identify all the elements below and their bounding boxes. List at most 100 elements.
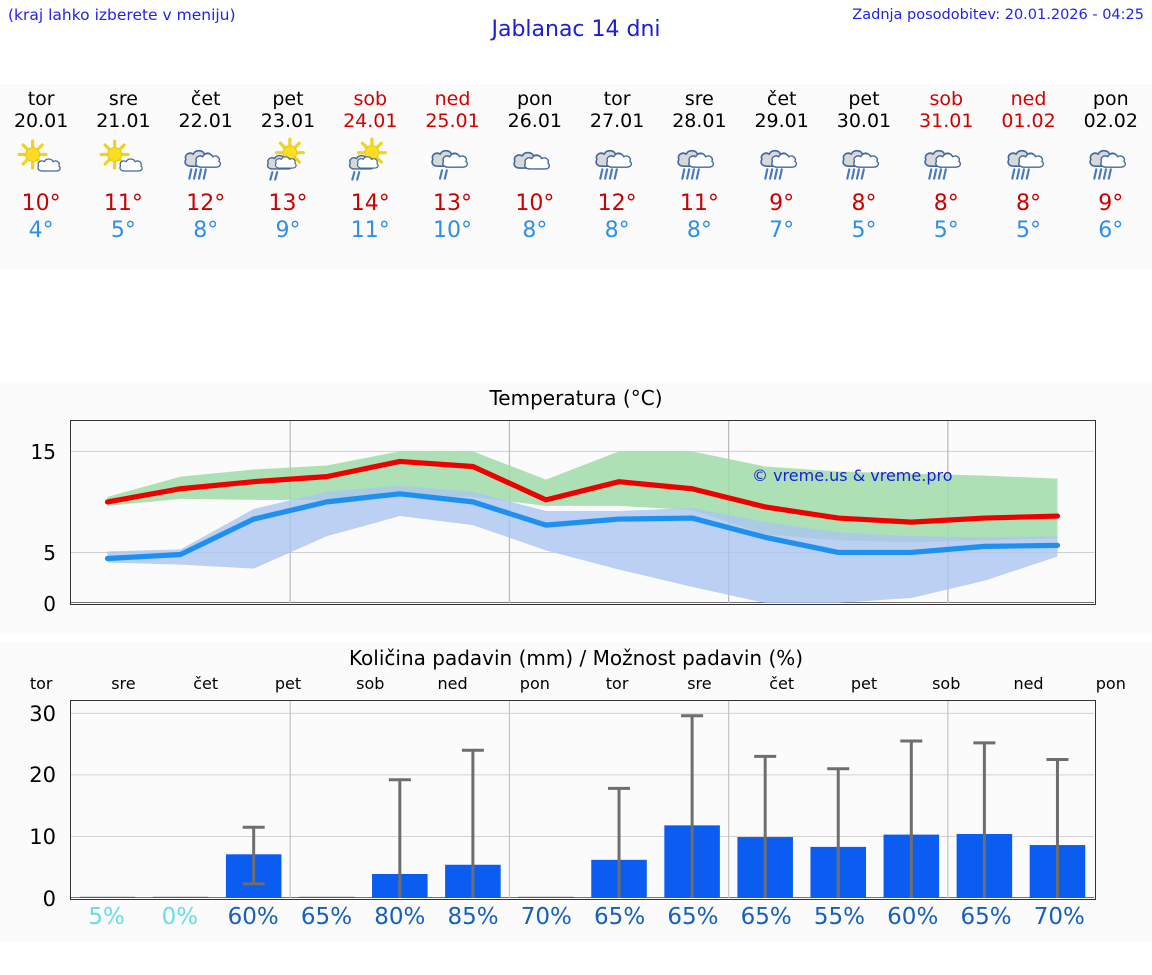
day-column[interactable]: sob 31.01 8° 5° — [905, 84, 987, 269]
day-column[interactable]: sob 24.01 14° 11° — [329, 84, 411, 269]
min-temperature-value: 8° — [604, 218, 630, 243]
precipitation-y-tick-label: 0 — [42, 886, 56, 911]
max-temperature-value: 8° — [933, 191, 959, 216]
temperature-y-tick-label: 5 — [43, 540, 56, 565]
precipitation-probability-label: 60% — [887, 904, 939, 930]
precipitation-day-label: čet — [193, 674, 219, 693]
precipitation-day-label: sre — [687, 674, 712, 693]
watermark-text: © vreme.us & vreme.pro — [752, 466, 953, 485]
temperature-line-chart — [71, 421, 1094, 603]
cloud-rain-icon — [838, 135, 890, 187]
min-temperature-value: 8° — [193, 218, 219, 243]
day-date-label: 22.01 — [178, 110, 233, 132]
day-column[interactable]: ned 25.01 13° 10° — [411, 84, 493, 269]
day-of-week-label: sre — [108, 88, 138, 110]
precipitation-probability-label: 70% — [1033, 904, 1085, 930]
precipitation-probability-label: 70% — [520, 904, 572, 930]
min-temperature-value: 5° — [1016, 218, 1042, 243]
cloud-rain-icon — [673, 135, 725, 187]
min-temperature-value: 7° — [769, 218, 795, 243]
temperature-chart-title: Temperatura (°C) — [489, 386, 663, 410]
day-date-label: 01.02 — [1001, 110, 1056, 132]
max-temperature-value: 13° — [268, 191, 308, 216]
precipitation-probability-label: 65% — [667, 904, 719, 930]
sun-cloud-icon — [15, 135, 67, 187]
day-column[interactable]: pet 23.01 13° 9° — [247, 84, 329, 269]
day-column[interactable]: čet 22.01 12° 8° — [165, 84, 247, 269]
min-temperature-value: 5° — [933, 218, 959, 243]
temperature-y-tick-label: 15 — [30, 439, 56, 464]
day-of-week-label: pet — [272, 88, 304, 110]
cloud-rain-icon — [920, 135, 972, 187]
page-title: Jablanac 14 dni — [491, 17, 661, 42]
cloud-rain-icon — [756, 135, 808, 187]
day-of-week-label: tor — [27, 88, 55, 110]
day-of-week-label: pon — [1092, 88, 1129, 110]
precipitation-probability-label: 65% — [740, 904, 792, 930]
min-temperature-value: 9° — [275, 218, 301, 243]
temperature-band — [107, 485, 1058, 603]
day-column[interactable]: pon 02.02 9° 6° — [1070, 84, 1152, 269]
precipitation-day-label: čet — [769, 674, 795, 693]
min-temperature-value: 4° — [28, 218, 54, 243]
day-column[interactable]: tor 27.01 12° 8° — [576, 84, 658, 269]
day-column[interactable]: čet 29.01 9° 7° — [741, 84, 823, 269]
max-temperature-value: 10° — [515, 191, 555, 216]
precipitation-bar — [79, 896, 136, 898]
day-of-week-label: pet — [848, 88, 880, 110]
precipitation-probability-label: 65% — [960, 904, 1012, 930]
temperature-chart-block: Temperatura (°C) 0 5 15 — [0, 382, 1152, 634]
precipitation-probability-label: 80% — [374, 904, 426, 930]
precipitation-probability-label: 0% — [161, 904, 199, 930]
day-date-label: 02.02 — [1083, 110, 1138, 132]
max-temperature-value: 9° — [1098, 191, 1124, 216]
cloud-rain-icon — [1003, 135, 1055, 187]
max-temperature-value: 12° — [186, 191, 226, 216]
day-of-week-label: sob — [353, 88, 388, 110]
day-date-label: 21.01 — [96, 110, 151, 132]
max-temperature-value: 11° — [679, 191, 719, 216]
min-temperature-value: 5° — [110, 218, 136, 243]
precipitation-probability-label: 85% — [447, 904, 499, 930]
day-of-week-label: pon — [516, 88, 553, 110]
day-date-label: 25.01 — [425, 110, 480, 132]
precipitation-bar — [152, 896, 209, 898]
day-date-label: 26.01 — [507, 110, 563, 132]
min-temperature-value: 10° — [433, 218, 473, 243]
day-column[interactable]: tor 20.01 10° 4° — [0, 84, 82, 269]
temperature-y-tick-label: 0 — [43, 591, 56, 616]
day-date-label: 31.01 — [919, 110, 974, 132]
day-column[interactable]: pon 26.01 10° 8° — [494, 84, 576, 269]
max-temperature-value: 12° — [597, 191, 637, 216]
precipitation-probability-label: 65% — [300, 904, 353, 930]
precipitation-chart-title: Količina padavin (mm) / Možnost padavin … — [348, 646, 804, 670]
sun-cloud-drizzle-icon — [262, 135, 314, 187]
day-column[interactable]: sre 21.01 11° 5° — [82, 84, 164, 269]
precipitation-bar — [518, 896, 574, 898]
day-column[interactable]: sre 28.01 11° 8° — [658, 84, 740, 269]
day-of-week-label: ned — [1010, 88, 1047, 110]
cloud-rain-icon — [591, 135, 643, 187]
sun-cloud-drizzle-icon — [344, 135, 396, 187]
day-date-label: 29.01 — [754, 110, 809, 132]
day-column[interactable]: ned 01.02 8° 5° — [987, 84, 1069, 269]
precipitation-y-tick-label: 10 — [29, 824, 56, 849]
cloud-icon — [509, 135, 561, 187]
precipitation-plot-area — [70, 700, 1096, 900]
precipitation-probability-label: 65% — [594, 904, 646, 930]
day-of-week-label: sre — [684, 88, 714, 110]
day-date-label: 28.01 — [672, 110, 727, 132]
max-temperature-value: 8° — [851, 191, 877, 216]
precipitation-probability-row: 5% 0% 60% 65% 80% 85% 70% 65% 65% 65% 55% 60% 65% 70% — [70, 904, 1096, 938]
day-date-label: 24.01 — [343, 110, 398, 132]
precipitation-day-label: tor — [605, 674, 629, 693]
precipitation-chart-block: Količina padavin (mm) / Možnost padavin … — [0, 642, 1152, 942]
day-column[interactable]: pet 30.01 8° 5° — [823, 84, 905, 269]
min-temperature-value: 8° — [686, 218, 712, 243]
cloud-drizzle-icon — [427, 135, 479, 187]
day-date-label: 20.01 — [13, 110, 69, 132]
precipitation-day-label: sob — [932, 674, 961, 693]
precipitation-day-label: sre — [111, 674, 136, 693]
temperature-y-axis: 0 5 15 — [0, 420, 64, 616]
max-temperature-value: 9° — [769, 191, 795, 216]
